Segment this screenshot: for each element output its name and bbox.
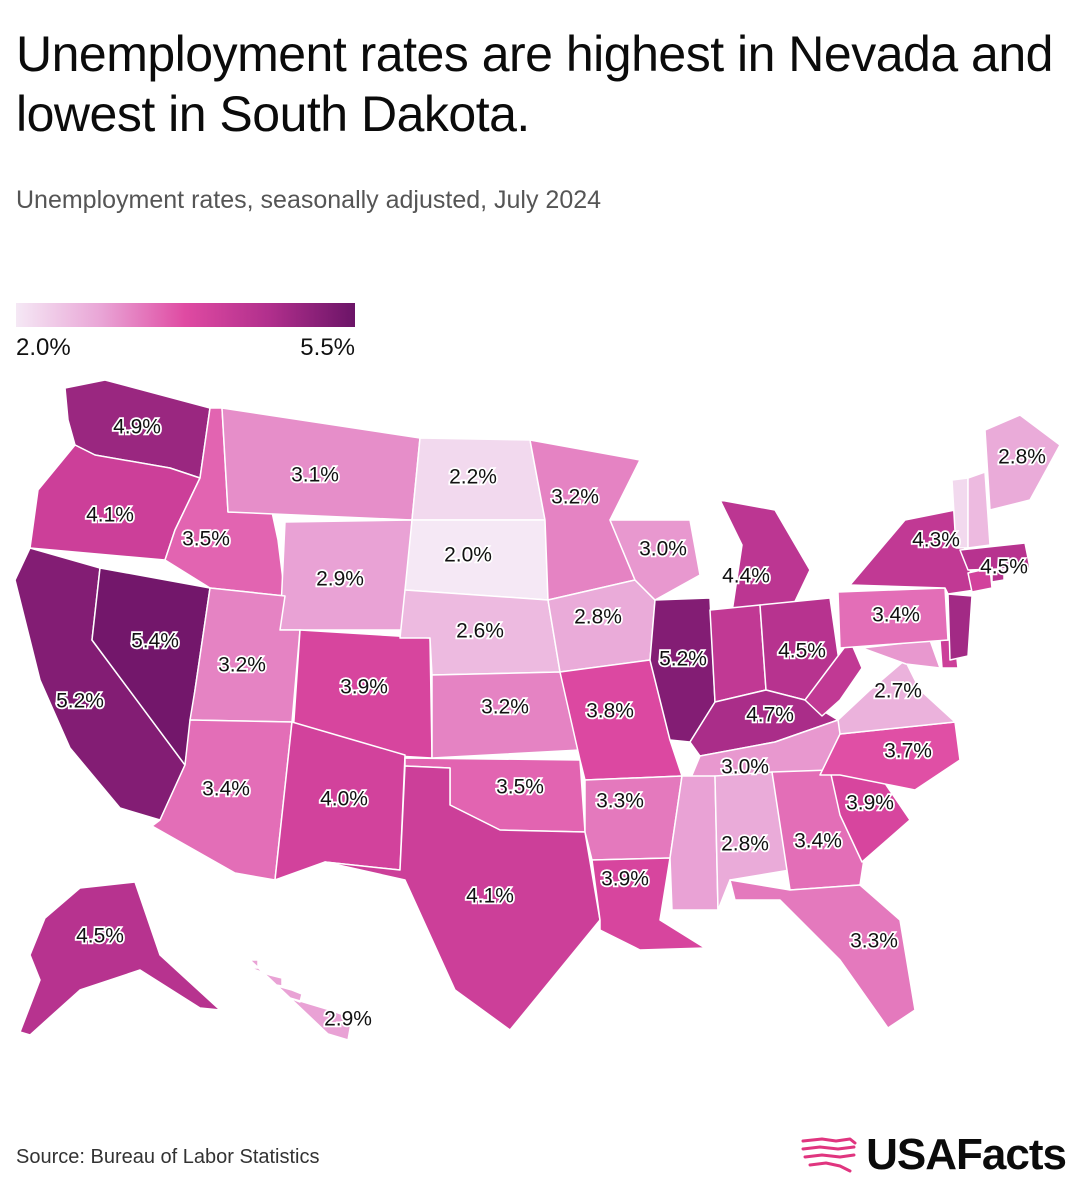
value-label-ky: 4.7%	[746, 704, 794, 727]
state-hi	[249, 959, 353, 1041]
value-label-il: 5.2%	[659, 648, 707, 671]
value-label-nv: 5.4%	[131, 630, 179, 653]
value-label-mi: 4.4%	[722, 565, 770, 588]
state-ak	[19, 881, 221, 1036]
value-label-ak: 4.5%	[76, 925, 124, 948]
state-va	[837, 659, 956, 735]
state-tx	[324, 765, 601, 1031]
state-al	[714, 771, 791, 911]
state-fl	[729, 879, 916, 1029]
value-label-ny: 4.3%	[912, 529, 960, 552]
value-label-ca: 5.2%	[56, 690, 104, 713]
value-label-la: 3.9%	[601, 868, 649, 891]
value-label-me: 2.8%	[998, 446, 1046, 469]
value-label-oh: 4.5%	[778, 640, 826, 663]
value-label-co: 3.9%	[340, 676, 388, 699]
value-label-ar: 3.3%	[596, 790, 644, 813]
value-label-hi: 2.9%	[324, 1008, 372, 1031]
value-label-ma: 4.5%	[980, 556, 1028, 579]
value-label-sc: 3.9%	[846, 792, 894, 815]
usafacts-logo: USAFacts	[800, 1130, 1067, 1180]
state-ut	[189, 587, 301, 723]
value-label-az: 3.4%	[202, 778, 250, 801]
value-label-ok: 3.5%	[496, 776, 544, 799]
value-label-va: 2.7%	[874, 680, 922, 703]
source-note: Source: Bureau of Labor Statistics	[16, 1146, 320, 1168]
value-label-mn: 3.2%	[551, 486, 599, 509]
value-label-nd: 2.2%	[449, 466, 497, 489]
value-label-mt: 3.1%	[291, 464, 339, 487]
us-choropleth-map: 4.9%4.1%5.2%5.4%3.5%3.1%2.9%3.2%3.4%3.9%…	[14, 379, 1061, 1041]
color-scale-legend	[16, 303, 355, 327]
value-label-tx: 4.1%	[466, 885, 514, 908]
chart-subtitle: Unemployment rates, seasonally adjusted,…	[16, 186, 602, 214]
usa-map-icon	[801, 1137, 857, 1173]
legend-min-label: 2.0%	[16, 334, 71, 361]
state-ma	[959, 542, 1031, 571]
state-wi	[609, 519, 701, 601]
value-label-wi: 3.0%	[639, 538, 687, 561]
state-mi	[719, 499, 811, 613]
value-label-wy: 2.9%	[316, 568, 364, 591]
value-label-nm: 4.0%	[320, 788, 368, 811]
value-label-sd: 2.0%	[444, 544, 492, 567]
state-nj	[947, 593, 973, 661]
value-label-ut: 3.2%	[218, 654, 266, 677]
state-me	[984, 414, 1061, 511]
value-label-wa: 4.9%	[113, 416, 161, 439]
value-label-fl: 3.3%	[850, 930, 898, 953]
value-label-ga: 3.4%	[794, 830, 842, 853]
value-label-nc: 3.7%	[884, 740, 932, 763]
state-wv	[804, 639, 863, 717]
value-label-pa: 3.4%	[872, 604, 920, 627]
chart-title: Unemployment rates are highest in Nevada…	[16, 26, 1053, 142]
value-label-ia: 2.8%	[574, 606, 622, 629]
state-pa	[837, 587, 949, 649]
state-ms	[669, 775, 719, 911]
value-label-ks: 3.2%	[481, 696, 529, 719]
value-label-ne: 2.6%	[456, 620, 504, 643]
value-label-al: 2.8%	[721, 833, 769, 856]
value-label-mo: 3.8%	[586, 700, 634, 723]
value-label-tn: 3.0%	[721, 756, 769, 779]
state-in	[709, 604, 767, 703]
state-la	[591, 857, 706, 951]
legend-max-label: 5.5%	[300, 334, 355, 361]
state-nh	[967, 471, 991, 549]
value-label-id: 3.5%	[182, 528, 230, 551]
brand-name: USAFacts	[866, 1130, 1067, 1179]
value-label-or: 4.1%	[86, 504, 134, 527]
